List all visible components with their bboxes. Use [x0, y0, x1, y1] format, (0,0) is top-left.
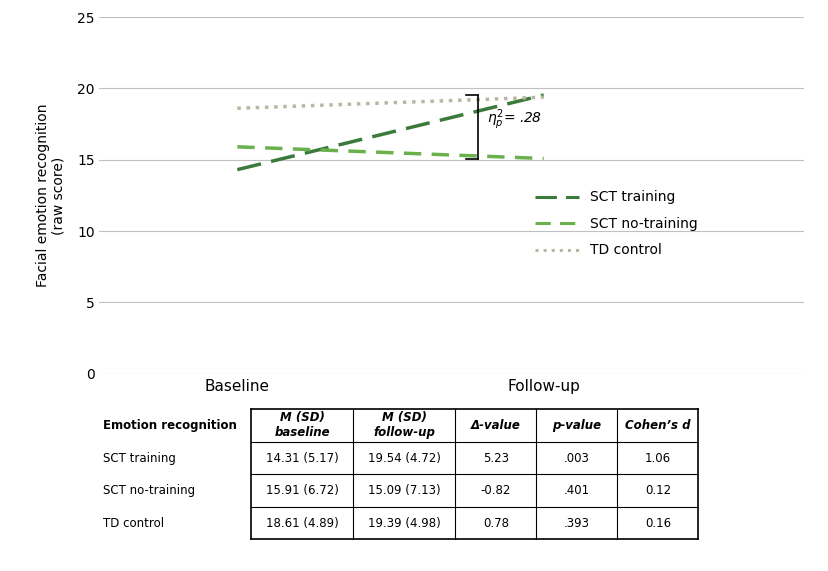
Text: .401: .401	[563, 484, 590, 497]
Text: .393: .393	[563, 517, 590, 530]
Text: p-value: p-value	[551, 419, 601, 432]
Text: Emotion recognition: Emotion recognition	[103, 419, 237, 432]
Text: 19.54 (4.72): 19.54 (4.72)	[368, 452, 440, 464]
Text: $\eta_p^2$= .28: $\eta_p^2$= .28	[486, 107, 542, 132]
Text: -0.82: -0.82	[480, 484, 510, 497]
Text: SCT no-training: SCT no-training	[103, 484, 195, 497]
Text: 14.31 (5.17): 14.31 (5.17)	[265, 452, 338, 464]
Text: 15.91 (6.72): 15.91 (6.72)	[265, 484, 338, 497]
Text: 1.06: 1.06	[644, 452, 670, 464]
Text: Δ-value: Δ-value	[470, 419, 520, 432]
Text: .003: .003	[563, 452, 589, 464]
Text: Cohen’s d: Cohen’s d	[624, 419, 690, 432]
Text: 0.78: 0.78	[482, 517, 508, 530]
Text: 0.16: 0.16	[644, 517, 670, 530]
Text: TD control: TD control	[103, 517, 164, 530]
Text: SCT training: SCT training	[103, 452, 176, 464]
Y-axis label: Facial emotion recognition
(raw score): Facial emotion recognition (raw score)	[36, 104, 65, 287]
Text: M (SD)
follow-up: M (SD) follow-up	[373, 412, 435, 440]
Text: M (SD)
baseline: M (SD) baseline	[274, 412, 330, 440]
Text: 5.23: 5.23	[482, 452, 508, 464]
Text: 15.09 (7.13): 15.09 (7.13)	[368, 484, 440, 497]
Text: 19.39 (4.98): 19.39 (4.98)	[368, 517, 440, 530]
Legend: SCT training, SCT no-training, TD control: SCT training, SCT no-training, TD contro…	[528, 185, 703, 263]
Text: 18.61 (4.89): 18.61 (4.89)	[265, 517, 338, 530]
Text: 0.12: 0.12	[644, 484, 670, 497]
